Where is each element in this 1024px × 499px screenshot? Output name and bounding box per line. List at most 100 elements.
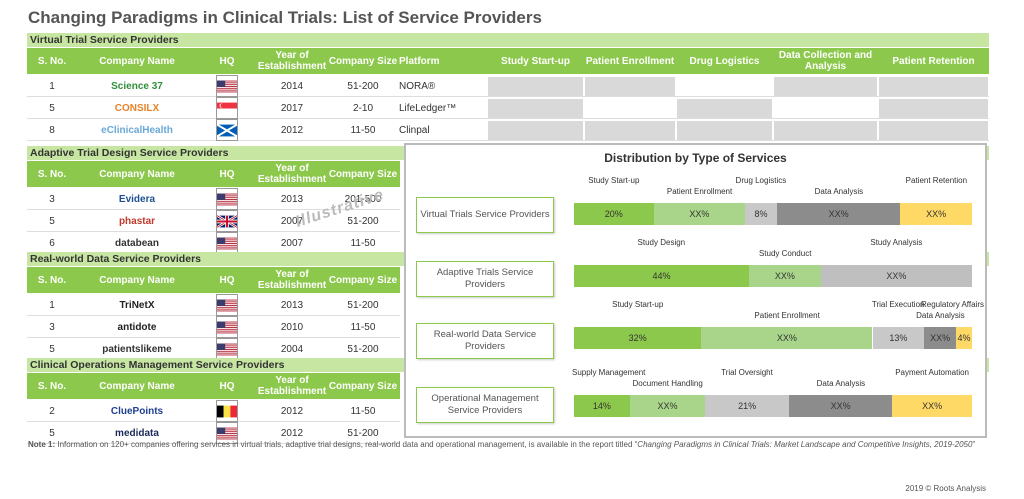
company-logo: CONSILX: [114, 102, 160, 114]
bar-segment: XX%: [820, 265, 972, 287]
section-title: Virtual Trial Service Providers: [27, 33, 989, 47]
service-cell: [879, 121, 988, 140]
company-size: 51-200: [347, 80, 379, 92]
establishment-year: 2012: [280, 427, 304, 439]
company-logo: eClinicalHealth: [101, 124, 173, 136]
establishment-year: 2014: [280, 80, 304, 92]
establishment-year: 2017: [280, 102, 304, 114]
bar-segment: XX%: [629, 395, 706, 417]
column-header-hq: HQ: [219, 55, 235, 67]
distribution-chart: Distribution by Type of Services Virtual…: [404, 143, 987, 438]
us-flag-icon: [216, 294, 238, 316]
segment-label: Payment Automation: [895, 368, 970, 377]
service-cell: [879, 99, 988, 118]
company-logo: TriNetX: [119, 299, 155, 311]
hq-flag: [197, 119, 257, 141]
serial-number: 1: [49, 299, 55, 311]
table-header: S. No. Company Name HQ Year of Establishmen…: [27, 161, 400, 187]
establishment-year: 2007: [280, 237, 304, 249]
table-row: 6 databean 2007 11-50: [27, 232, 400, 254]
serial-number: 5: [49, 427, 55, 439]
segment-label: Regulatory Affairs: [921, 300, 984, 309]
service-cell: [488, 77, 583, 96]
service-cell: [774, 99, 877, 118]
serial-number: 8: [49, 124, 55, 136]
column-header-sno: S. No.: [37, 274, 67, 286]
segment-label: Study Analysis: [870, 238, 923, 247]
segment-label: Drug Logistics: [735, 176, 787, 185]
company-size: 11-50: [350, 405, 376, 417]
bar-segment: 4%: [956, 327, 972, 349]
column-header-name: Company Name: [99, 274, 175, 286]
service-cell: [774, 121, 877, 140]
service-cell: [879, 77, 988, 96]
service-cell: [488, 121, 583, 140]
category-box: Adaptive Trials Service Providers: [416, 261, 554, 297]
column-header-platform: Platform: [399, 55, 440, 67]
column-header-sno: S. No.: [37, 55, 67, 67]
service-cell: [585, 99, 675, 118]
segment-label: Patient Enrollment: [666, 187, 733, 196]
platform-name: LifeLedger™: [399, 102, 457, 114]
column-header-hq: HQ: [219, 380, 235, 392]
segment-label: Patient Enrollment: [754, 311, 820, 320]
us-flag-icon: [216, 422, 238, 444]
hq-flag: [197, 316, 257, 338]
establishment-year: 2012: [280, 405, 304, 417]
establishment-year: 2012: [280, 124, 304, 136]
column-header-pr: Patient Retention: [892, 55, 975, 67]
copyright: 2019 © Roots Analysis: [905, 484, 986, 493]
table-row: 8 eClinicalHealth 2012 11-50 Clinpal: [27, 119, 989, 141]
column-header-size: Company Size: [328, 274, 398, 286]
company-logo: databean: [115, 237, 159, 249]
establishment-year: 2007: [280, 215, 304, 227]
footnote: Note 1: Information on 120+ companies of…: [28, 440, 988, 450]
segment-label: Trial Execution: [871, 300, 925, 309]
column-header-size: Company Size: [328, 380, 398, 392]
hq-flag: [197, 232, 257, 254]
hq-flag: [197, 210, 257, 232]
table-row: 5 phastar 2007 51-200: [27, 210, 400, 232]
column-header-hq: HQ: [219, 274, 235, 286]
bar-segment: XX%: [776, 203, 901, 225]
column-header-name: Company Name: [99, 380, 175, 392]
segment-label: Study Conduct: [758, 249, 812, 258]
segment-label: Trial Oversight: [721, 368, 773, 377]
bar-segment: 44%: [574, 265, 750, 287]
platform-name: NORA®: [399, 80, 436, 92]
bar-segment: XX%: [924, 327, 957, 349]
table-row: 3 Evidera 2013 201-500: [27, 188, 400, 210]
us-flag-icon: [216, 232, 238, 254]
bar-segment: XX%: [892, 395, 972, 417]
column-header-year: Year of Establishment: [257, 50, 327, 72]
note-text: Information on 120+ companies offering s…: [55, 440, 638, 449]
segment-label: Data Analysis: [916, 311, 965, 320]
company-logo: patientslikeme: [102, 343, 172, 355]
column-header-size: Company Size: [328, 55, 398, 67]
us-flag-icon: [216, 188, 238, 210]
hq-flag: [197, 294, 257, 316]
page-title: Changing Paradigms in Clinical Trials: L…: [28, 8, 542, 27]
chart-title: Distribution by Type of Services: [604, 151, 787, 165]
serial-number: 5: [49, 102, 55, 114]
serial-number: 3: [49, 321, 55, 333]
serial-number: 1: [49, 80, 55, 92]
platform-name: Clinpal: [399, 124, 430, 136]
column-header-year: Year of Establishment: [257, 163, 327, 185]
segment-label: Study Start-up: [612, 300, 664, 309]
bar-segment: 21%: [705, 395, 789, 417]
column-header-name: Company Name: [99, 55, 175, 67]
segment-label: Supply Management: [572, 368, 646, 377]
establishment-year: 2013: [280, 193, 304, 205]
column-header-sno: S. No.: [37, 380, 67, 392]
table-header: S. No. Company Name HQ Year of Establishmen…: [27, 48, 989, 74]
company-size: 2-10: [352, 102, 373, 114]
column-header-year: Year of Establishment: [257, 269, 327, 291]
bar-segment: XX%: [749, 265, 821, 287]
note-prefix: Note 1:: [28, 440, 56, 449]
company-logo: phastar: [118, 215, 156, 227]
column-header-ssu: Study Start-up: [501, 55, 570, 67]
company-size: 11-50: [350, 321, 376, 333]
service-cell: [488, 99, 583, 118]
service-cell: [677, 99, 772, 118]
